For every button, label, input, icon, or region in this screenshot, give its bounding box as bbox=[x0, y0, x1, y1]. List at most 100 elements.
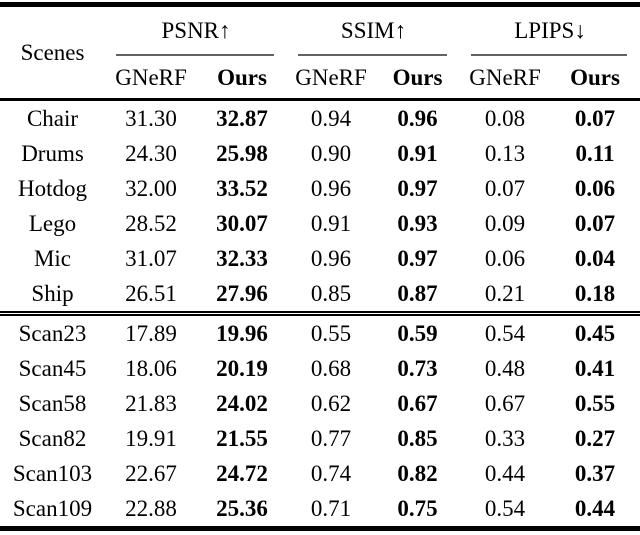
scan-scenes-section: Scan23 17.89 19.96 0.55 0.59 0.54 0.45 S… bbox=[0, 314, 640, 529]
cell-ssim-gnerf: 0.77 bbox=[310, 426, 352, 451]
cell-lpips-gnerf: 0.54 bbox=[484, 496, 526, 521]
cell-lpips-gnerf: 0.67 bbox=[484, 391, 526, 416]
cell-lpips-gnerf: 0.33 bbox=[484, 426, 526, 451]
cell-psnr-gnerf: 22.67 bbox=[125, 461, 177, 486]
cell-psnr-ours: 33.52 bbox=[216, 176, 268, 201]
cell-ssim-ours: 0.85 bbox=[397, 426, 438, 451]
cell-scene: Scan103 bbox=[12, 461, 93, 486]
psnr-underline-rule bbox=[116, 54, 275, 56]
cell-psnr-gnerf: 19.91 bbox=[125, 426, 177, 451]
cell-psnr-ours: 20.19 bbox=[216, 356, 268, 381]
subheader-lpips-ours: Ours bbox=[570, 65, 620, 90]
cell-lpips-ours: 0.06 bbox=[574, 176, 616, 201]
cell-psnr-ours: 27.96 bbox=[216, 281, 268, 306]
table-row: Scan109 22.88 25.36 0.71 0.75 0.54 0.44 bbox=[0, 491, 640, 529]
cell-psnr-gnerf: 21.83 bbox=[125, 391, 177, 416]
cell-lpips-ours: 0.37 bbox=[574, 461, 616, 486]
cell-scene: Scan45 bbox=[18, 356, 87, 381]
group-header-ssim: SSIM↑ bbox=[287, 5, 460, 58]
subheader-ssim-gnerf: GNeRF bbox=[295, 65, 367, 90]
group-header-psnr: PSNR↑ bbox=[105, 5, 287, 58]
cell-ssim-gnerf: 0.96 bbox=[310, 176, 352, 201]
cell-scene: Hotdog bbox=[18, 176, 87, 201]
cell-scene: Scan82 bbox=[18, 426, 87, 451]
table-row: Mic 31.07 32.33 0.96 0.97 0.06 0.04 bbox=[0, 241, 640, 276]
cell-lpips-ours: 0.55 bbox=[574, 391, 616, 416]
subheader-lpips-gnerf: GNeRF bbox=[469, 65, 541, 90]
cell-ssim-gnerf: 0.74 bbox=[310, 461, 352, 486]
subheader-ssim-ours: Ours bbox=[392, 65, 443, 90]
cell-psnr-ours: 30.07 bbox=[216, 211, 268, 236]
table-row: Chair 31.30 32.87 0.94 0.96 0.08 0.07 bbox=[0, 100, 640, 137]
cell-ssim-gnerf: 0.71 bbox=[310, 496, 352, 521]
cell-ssim-gnerf: 0.96 bbox=[310, 246, 352, 271]
cell-lpips-gnerf: 0.07 bbox=[484, 176, 526, 201]
cell-lpips-gnerf: 0.08 bbox=[484, 106, 526, 131]
cell-lpips-gnerf: 0.21 bbox=[484, 281, 526, 306]
cell-ssim-ours: 0.59 bbox=[397, 321, 438, 346]
lpips-group-label: LPIPS↓ bbox=[514, 17, 586, 43]
cell-lpips-gnerf: 0.06 bbox=[484, 246, 526, 271]
group-header-row: Scenes PSNR↑ SSIM↑ LPIPS↓ bbox=[0, 5, 640, 64]
cell-scene: Ship bbox=[31, 281, 74, 306]
scenes-column-header: Scenes bbox=[20, 40, 85, 65]
table-row: Scan23 17.89 19.96 0.55 0.59 0.54 0.45 bbox=[0, 314, 640, 352]
table-header: Scenes PSNR↑ SSIM↑ LPIPS↓ GNeRF Ours GNe… bbox=[0, 5, 640, 100]
cell-psnr-gnerf: 22.88 bbox=[125, 496, 177, 521]
cell-lpips-ours: 0.44 bbox=[574, 496, 616, 521]
lpips-underline-rule bbox=[471, 54, 628, 56]
cell-ssim-gnerf: 0.91 bbox=[310, 211, 352, 236]
cell-lpips-ours: 0.27 bbox=[574, 426, 616, 451]
table-row: Hotdog 32.00 33.52 0.96 0.97 0.07 0.06 bbox=[0, 171, 640, 206]
cell-ssim-gnerf: 0.62 bbox=[310, 391, 352, 416]
cell-ssim-ours: 0.82 bbox=[397, 461, 438, 486]
cell-ssim-ours: 0.91 bbox=[397, 141, 438, 166]
cell-scene: Chair bbox=[26, 106, 79, 131]
cell-ssim-gnerf: 0.68 bbox=[310, 356, 352, 381]
cell-psnr-gnerf: 31.07 bbox=[125, 246, 177, 271]
cell-ssim-gnerf: 0.94 bbox=[310, 106, 352, 131]
ssim-underline-rule bbox=[298, 54, 448, 56]
cell-ssim-ours: 0.97 bbox=[397, 176, 438, 201]
cell-ssim-gnerf: 0.55 bbox=[310, 321, 352, 346]
cell-psnr-gnerf: 28.52 bbox=[125, 211, 177, 236]
cell-lpips-ours: 0.11 bbox=[575, 141, 615, 166]
cell-psnr-ours: 21.55 bbox=[216, 426, 268, 451]
cell-ssim-ours: 0.87 bbox=[397, 281, 438, 306]
cell-ssim-ours: 0.96 bbox=[397, 106, 438, 131]
cell-ssim-ours: 0.73 bbox=[397, 356, 438, 381]
cell-lpips-gnerf: 0.44 bbox=[484, 461, 526, 486]
table-row: Drums 24.30 25.98 0.90 0.91 0.13 0.11 bbox=[0, 136, 640, 171]
cell-psnr-ours: 19.96 bbox=[216, 321, 268, 346]
cell-psnr-ours: 25.98 bbox=[216, 141, 268, 166]
cell-lpips-ours: 0.07 bbox=[574, 211, 616, 236]
cell-psnr-ours: 32.87 bbox=[216, 106, 268, 131]
cell-lpips-ours: 0.41 bbox=[574, 356, 616, 381]
cell-scene: Mic bbox=[33, 246, 72, 271]
cell-lpips-ours: 0.04 bbox=[574, 246, 616, 271]
cell-ssim-ours: 0.97 bbox=[397, 246, 438, 271]
table-row: Scan45 18.06 20.19 0.68 0.73 0.48 0.41 bbox=[0, 351, 640, 386]
cell-lpips-gnerf: 0.48 bbox=[484, 356, 526, 381]
cell-psnr-ours: 32.33 bbox=[216, 246, 268, 271]
ssim-group-label: SSIM↑ bbox=[340, 17, 407, 43]
cell-lpips-gnerf: 0.09 bbox=[484, 211, 526, 236]
cell-scene: Drums bbox=[21, 141, 84, 166]
cell-scene: Scan23 bbox=[18, 321, 87, 346]
cell-lpips-ours: 0.07 bbox=[574, 106, 616, 131]
sub-header-row: GNeRF Ours GNeRF Ours GNeRF Ours bbox=[0, 57, 640, 100]
cell-ssim-ours: 0.67 bbox=[397, 391, 438, 416]
cell-ssim-gnerf: 0.85 bbox=[310, 281, 352, 306]
subheader-psnr-gnerf: GNeRF bbox=[115, 65, 187, 90]
cell-scene: Scan58 bbox=[18, 391, 87, 416]
cell-psnr-gnerf: 24.30 bbox=[125, 141, 177, 166]
cell-psnr-gnerf: 26.51 bbox=[125, 281, 177, 306]
group-header-lpips: LPIPS↓ bbox=[460, 5, 640, 58]
cell-lpips-gnerf: 0.13 bbox=[484, 141, 526, 166]
table-row: Scan82 19.91 21.55 0.77 0.85 0.33 0.27 bbox=[0, 421, 640, 456]
table-row: Lego 28.52 30.07 0.91 0.93 0.09 0.07 bbox=[0, 206, 640, 241]
cell-lpips-ours: 0.18 bbox=[574, 281, 616, 306]
cell-ssim-gnerf: 0.90 bbox=[310, 141, 352, 166]
